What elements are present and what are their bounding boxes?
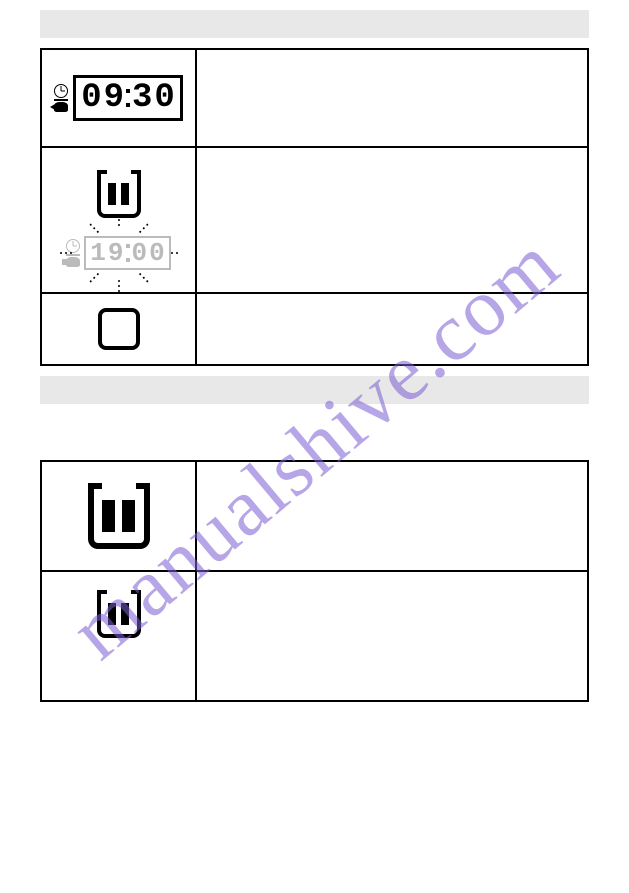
digit: 1: [90, 240, 106, 266]
table-row: 0 9 3 0: [42, 50, 587, 148]
digit: 0: [132, 240, 148, 266]
pause-bracket-icon: [97, 174, 141, 218]
digit: 9: [108, 240, 124, 266]
cell-icon: [42, 462, 197, 570]
pause-big-icon: [88, 489, 150, 549]
divider-line: [54, 99, 68, 101]
table-row: [42, 572, 587, 700]
pause-bar: [102, 500, 115, 532]
colon: [126, 244, 130, 262]
digit: 0: [81, 81, 101, 115]
section-header-bar-2: [40, 376, 589, 404]
cell-icon: [42, 294, 197, 364]
table-1: 0 9 3 0: [40, 48, 589, 366]
digit: 3: [132, 81, 152, 115]
cell-icon: [42, 572, 197, 700]
empty-square-icon: [98, 308, 140, 350]
lcd-display: 0 9 3 0: [73, 75, 183, 121]
clock-teapot-stack: [54, 84, 68, 112]
digit: 9: [104, 81, 124, 115]
pause-bar: [122, 500, 135, 532]
cell-desc: [197, 148, 587, 292]
table-2: [40, 460, 589, 702]
table-row: [42, 462, 587, 572]
digit: 0: [149, 240, 165, 266]
flashing-clock-1900: 1 9 0 0: [66, 236, 170, 270]
cell-desc: [197, 50, 587, 146]
cell-icon: 0 9 3 0: [42, 50, 197, 146]
cell-desc: [197, 462, 587, 570]
table-row: 1 9 0 0: [42, 148, 587, 294]
pause-bar: [108, 183, 116, 205]
pause-bracket-icon: [97, 594, 141, 638]
pause-bar: [121, 603, 129, 625]
section-header-bar-1: [40, 10, 589, 38]
digital-clock-0930: 0 9 3 0: [54, 75, 183, 121]
colon: [126, 89, 130, 107]
pause-bar: [108, 603, 116, 625]
teapot-icon: [54, 102, 68, 112]
clock-icon: [54, 84, 68, 98]
digit: 0: [154, 81, 174, 115]
lcd-display-gray: 1 9 0 0: [84, 236, 170, 270]
cell-desc: [197, 294, 587, 364]
cell-icon: 1 9 0 0: [42, 148, 197, 292]
cell-desc: [197, 572, 587, 700]
table-row: [42, 294, 587, 364]
pause-bar: [121, 183, 129, 205]
